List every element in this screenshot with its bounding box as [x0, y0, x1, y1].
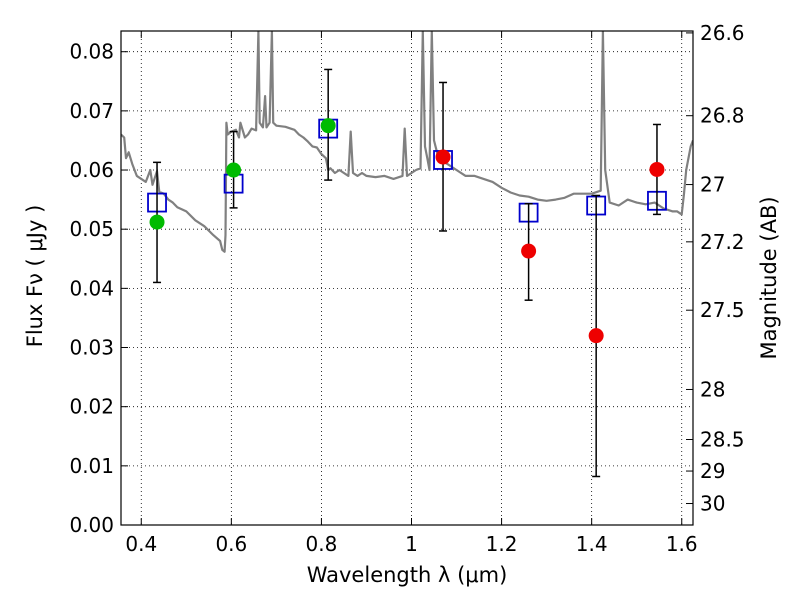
x-tick-label: 0.6: [215, 532, 247, 556]
y-tick-label: 0.02: [69, 395, 114, 419]
observed-point: [149, 214, 165, 230]
right-tick-label: 26.6: [700, 21, 745, 45]
observed-point: [226, 162, 242, 178]
right-tick-label: 27: [700, 173, 725, 197]
right-tick-label: 27.5: [700, 298, 745, 322]
right-tick-label: 26.8: [700, 104, 745, 128]
observed-point: [649, 161, 665, 177]
x-axis-title: Wavelength λ (μm): [307, 563, 508, 587]
right-tick-label: 27.2: [700, 230, 745, 254]
y-tick-label: 0.07: [69, 99, 114, 123]
tick-layer: 0.4 0.6 0.8 1 1.2 1.4 1.6 0.00 0.01 0.02 0.03 0.04 0…: [69, 21, 744, 556]
plot-frame: [120, 30, 694, 526]
spectrum-line: [121, 31, 693, 253]
observed-point: [521, 243, 537, 259]
observed-point: [588, 328, 604, 344]
y-tick-label: 0.01: [69, 454, 114, 478]
right-tick-label: 30: [700, 492, 725, 516]
series-layer: [121, 31, 693, 253]
right-tick-label: 28.5: [700, 427, 745, 451]
y-tick-label: 0.06: [69, 158, 114, 182]
x-tick-label: 1: [405, 532, 418, 556]
right-tick-label: 28: [700, 377, 725, 401]
x-tick-label: 1.2: [486, 532, 518, 556]
x-tick-label: 1.4: [576, 532, 608, 556]
y-axis-title: Flux Fν ( μJy ): [23, 205, 47, 348]
right-axis-title: Magnitude (AB): [757, 196, 781, 359]
observed-point: [320, 118, 336, 134]
y-tick-label: 0.05: [69, 217, 114, 241]
y-tick-label: 0.03: [69, 336, 114, 360]
marker-layer: [147, 68, 667, 478]
y-tick-label: 0.04: [69, 276, 114, 300]
grid-layer: [121, 31, 693, 526]
y-tick-label: 0.00: [69, 513, 114, 537]
x-tick-label: 1.6: [666, 532, 698, 556]
x-tick-label: 0.4: [125, 532, 157, 556]
observed-point: [435, 149, 451, 165]
right-tick-label: 29: [700, 459, 725, 483]
x-tick-label: 0.8: [306, 532, 338, 556]
y-tick-label: 0.08: [69, 40, 114, 64]
